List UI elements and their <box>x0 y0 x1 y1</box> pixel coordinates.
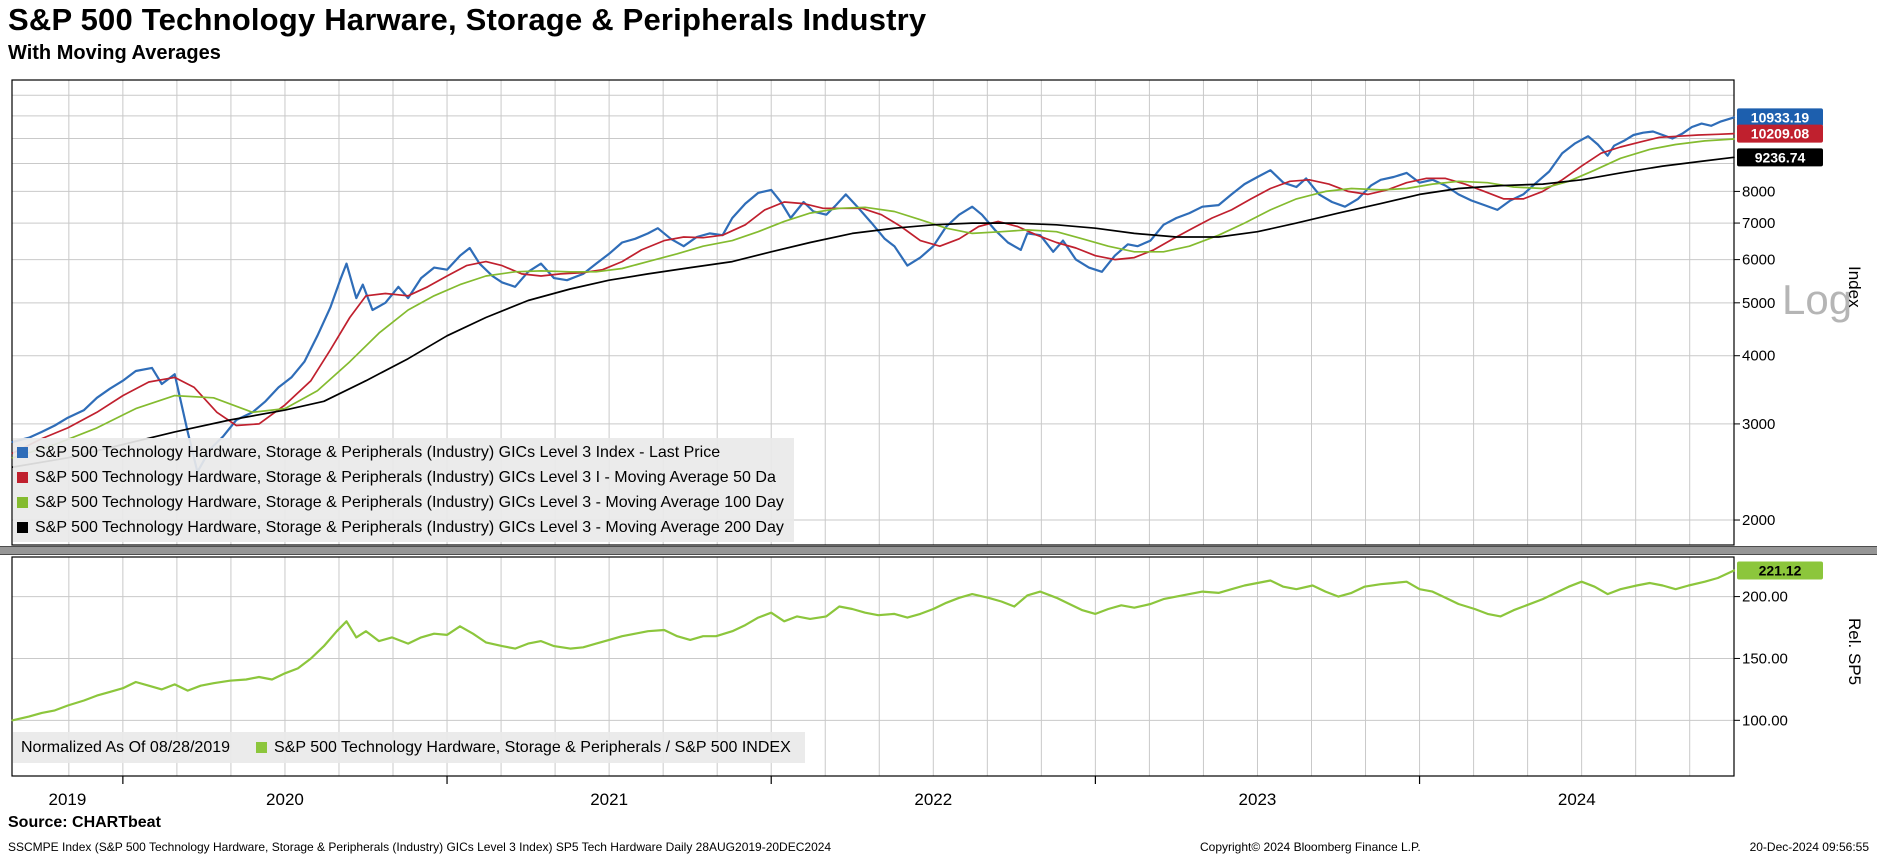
y-tick-label: 200.00 <box>1742 589 1788 606</box>
relative-swatch-icon <box>256 742 268 753</box>
y-tick-label: 2000 <box>1742 512 1775 529</box>
last-price-last-value-badge <box>1737 108 1823 127</box>
plot-border <box>11 556 1735 777</box>
price-axis-title: Index <box>1845 266 1864 308</box>
rel-sp500-line[interactable] <box>11 569 1736 722</box>
legend-item-relative[interactable]: S&P 500 Technology Hardware, Storage & P… <box>256 735 791 760</box>
y-tick-label: 6000 <box>1742 252 1775 269</box>
page-subtitle: With Moving Averages <box>8 42 221 64</box>
source-label: Source: CHARTbeat <box>8 814 161 831</box>
legend-label-relative: S&P 500 Technology Hardware, Storage & P… <box>274 739 791 756</box>
y-tick-label: 4000 <box>1742 348 1775 365</box>
x-tick-label: 2020 <box>266 790 304 809</box>
rel-sp500-last-value-badge <box>1737 561 1823 580</box>
page-title: S&P 500 Technology Harware, Storage & Pe… <box>8 2 927 37</box>
last-price-last-value-label: 10933.19 <box>1751 109 1810 125</box>
x-tick-label: 2019 <box>49 790 87 809</box>
legend-label-ma100: S&P 500 Technology Hardware, Storage & P… <box>35 494 784 511</box>
ma200-last-value-label: 9236.74 <box>1755 149 1806 165</box>
rel-sp500-last-value-label: 221.12 <box>1759 562 1802 578</box>
legend-item-ma100[interactable]: S&P 500 Technology Hardware, Storage & P… <box>17 490 784 515</box>
legend-label-last-price: S&P 500 Technology Hardware, Storage & P… <box>35 444 721 461</box>
y-tick-label: 7000 <box>1742 215 1775 232</box>
ma50-last-value-badge <box>1737 124 1823 143</box>
relative-panel-legend: Normalized As Of 08/28/2019 S&P 500 Tech… <box>13 732 805 763</box>
panel-divider-handle[interactable] <box>0 546 1877 555</box>
ma50-line[interactable] <box>11 132 1735 455</box>
legend-item-last-price[interactable]: S&P 500 Technology Hardware, Storage & P… <box>17 440 784 465</box>
price-panel-legend: S&P 500 Technology Hardware, Storage & P… <box>13 438 794 542</box>
normalized-as-of-label: Normalized As Of 08/28/2019 <box>21 739 231 756</box>
ma200-swatch-icon <box>17 522 28 533</box>
last-price-line[interactable] <box>11 116 1736 473</box>
ma200-last-value-badge <box>1737 148 1823 167</box>
copyright-notice: Copyright© 2024 Bloomberg Finance L.P. <box>1200 840 1421 854</box>
legend-item-ma50[interactable]: S&P 500 Technology Hardware, Storage & P… <box>17 465 784 490</box>
last-price-swatch-icon <box>17 447 28 458</box>
y-tick-label: 5000 <box>1742 295 1775 312</box>
y-tick-label: 3000 <box>1742 416 1775 433</box>
x-tick-label: 2022 <box>914 790 952 809</box>
ticker-description: SSCMPE Index (S&P 500 Technology Hardwar… <box>8 840 832 854</box>
y-tick-label: 150.00 <box>1742 650 1788 667</box>
y-tick-label: 8000 <box>1742 183 1775 200</box>
legend-item-ma200[interactable]: S&P 500 Technology Hardware, Storage & P… <box>17 515 784 540</box>
ma100-swatch-icon <box>17 497 28 508</box>
footer-fine-print: SSCMPE Index (S&P 500 Technology Hardwar… <box>0 840 1877 856</box>
ma200-line[interactable] <box>11 156 1735 468</box>
plot-border <box>11 79 1735 546</box>
relative-axis-title: Rel. SP5 <box>1845 618 1864 686</box>
x-tick-label: 2024 <box>1558 790 1596 809</box>
x-tick-label: 2023 <box>1239 790 1277 809</box>
y-tick-label: 100.00 <box>1742 712 1788 729</box>
timestamp: 20-Dec-2024 09:56:55 <box>1749 840 1869 854</box>
ma50-last-value-label: 10209.08 <box>1751 126 1810 142</box>
x-tick-label: 2021 <box>590 790 628 809</box>
ma50-swatch-icon <box>17 472 28 483</box>
ma100-line[interactable] <box>11 138 1735 459</box>
legend-label-ma50: S&P 500 Technology Hardware, Storage & P… <box>35 469 776 486</box>
log-scale-toggle[interactable]: Log <box>1782 276 1853 323</box>
legend-label-ma200: S&P 500 Technology Hardware, Storage & P… <box>35 519 784 536</box>
